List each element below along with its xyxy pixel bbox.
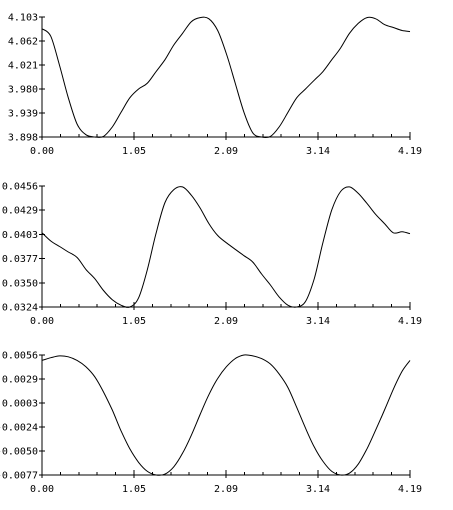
x-tick-label: 4.19 [398,484,422,495]
y-tick-label: 0.0429 [2,206,38,217]
y-tick-label: -0.0024 [0,423,38,434]
x-tick-label: 1.05 [122,146,146,157]
x-tick-label: 1.05 [122,316,146,327]
x-tick-label: 3.14 [306,484,330,495]
x-tick-label: 2.09 [214,484,238,495]
y-tick-label: -0.0050 [0,447,38,458]
y-tick-label: 3.898 [8,133,38,144]
y-tick-label: 0.0377 [2,254,38,265]
y-tick-label: 4.062 [8,37,38,48]
x-tick-label: 1.05 [122,484,146,495]
x-tick-label: 3.14 [306,316,330,327]
x-tick-label: 0.00 [30,484,54,495]
y-tick-label: 4.021 [8,61,38,72]
x-tick-label: 4.19 [398,316,422,327]
x-tick-label: 2.09 [214,146,238,157]
x-tick-label: 0.00 [30,316,54,327]
y-tick-label: 0.0003 [2,399,38,410]
series-line [41,16,411,139]
y-tick-label: 0.0350 [2,278,38,289]
y-tick-label: 3.980 [8,85,38,96]
y-tick-label: -0.0077 [0,471,38,482]
y-tick-label: 0.0056 [2,351,38,362]
panel-top: 4.103 4.062 4.021 3.980 3.939 3.898 0.00 1.05 2.… [8,13,422,158]
x-tick-label: 4.19 [398,146,422,157]
panel-bottom: 0.0056 0.0029 0.0003 -0.0024 -0.0050 -0.0077 0… [0,351,422,496]
y-tick-label: 0.0403 [2,230,38,241]
y-tick-label: 0.0029 [2,375,38,386]
y-tick-label: 3.939 [8,109,38,120]
y-tick-label: 0.0324 [2,303,38,314]
x-tick-label: 3.14 [306,146,330,157]
series-line [41,354,411,476]
y-tick-label: 4.103 [8,13,38,24]
panel-middle: 0.0456 0.0429 0.0403 0.0377 0.0350 0.0324 0.00… [2,182,422,328]
x-tick-label: 2.09 [214,316,238,327]
y-tick-label: 0.0456 [2,182,38,193]
series-line [41,186,411,308]
x-tick-label: 0.00 [30,146,54,157]
